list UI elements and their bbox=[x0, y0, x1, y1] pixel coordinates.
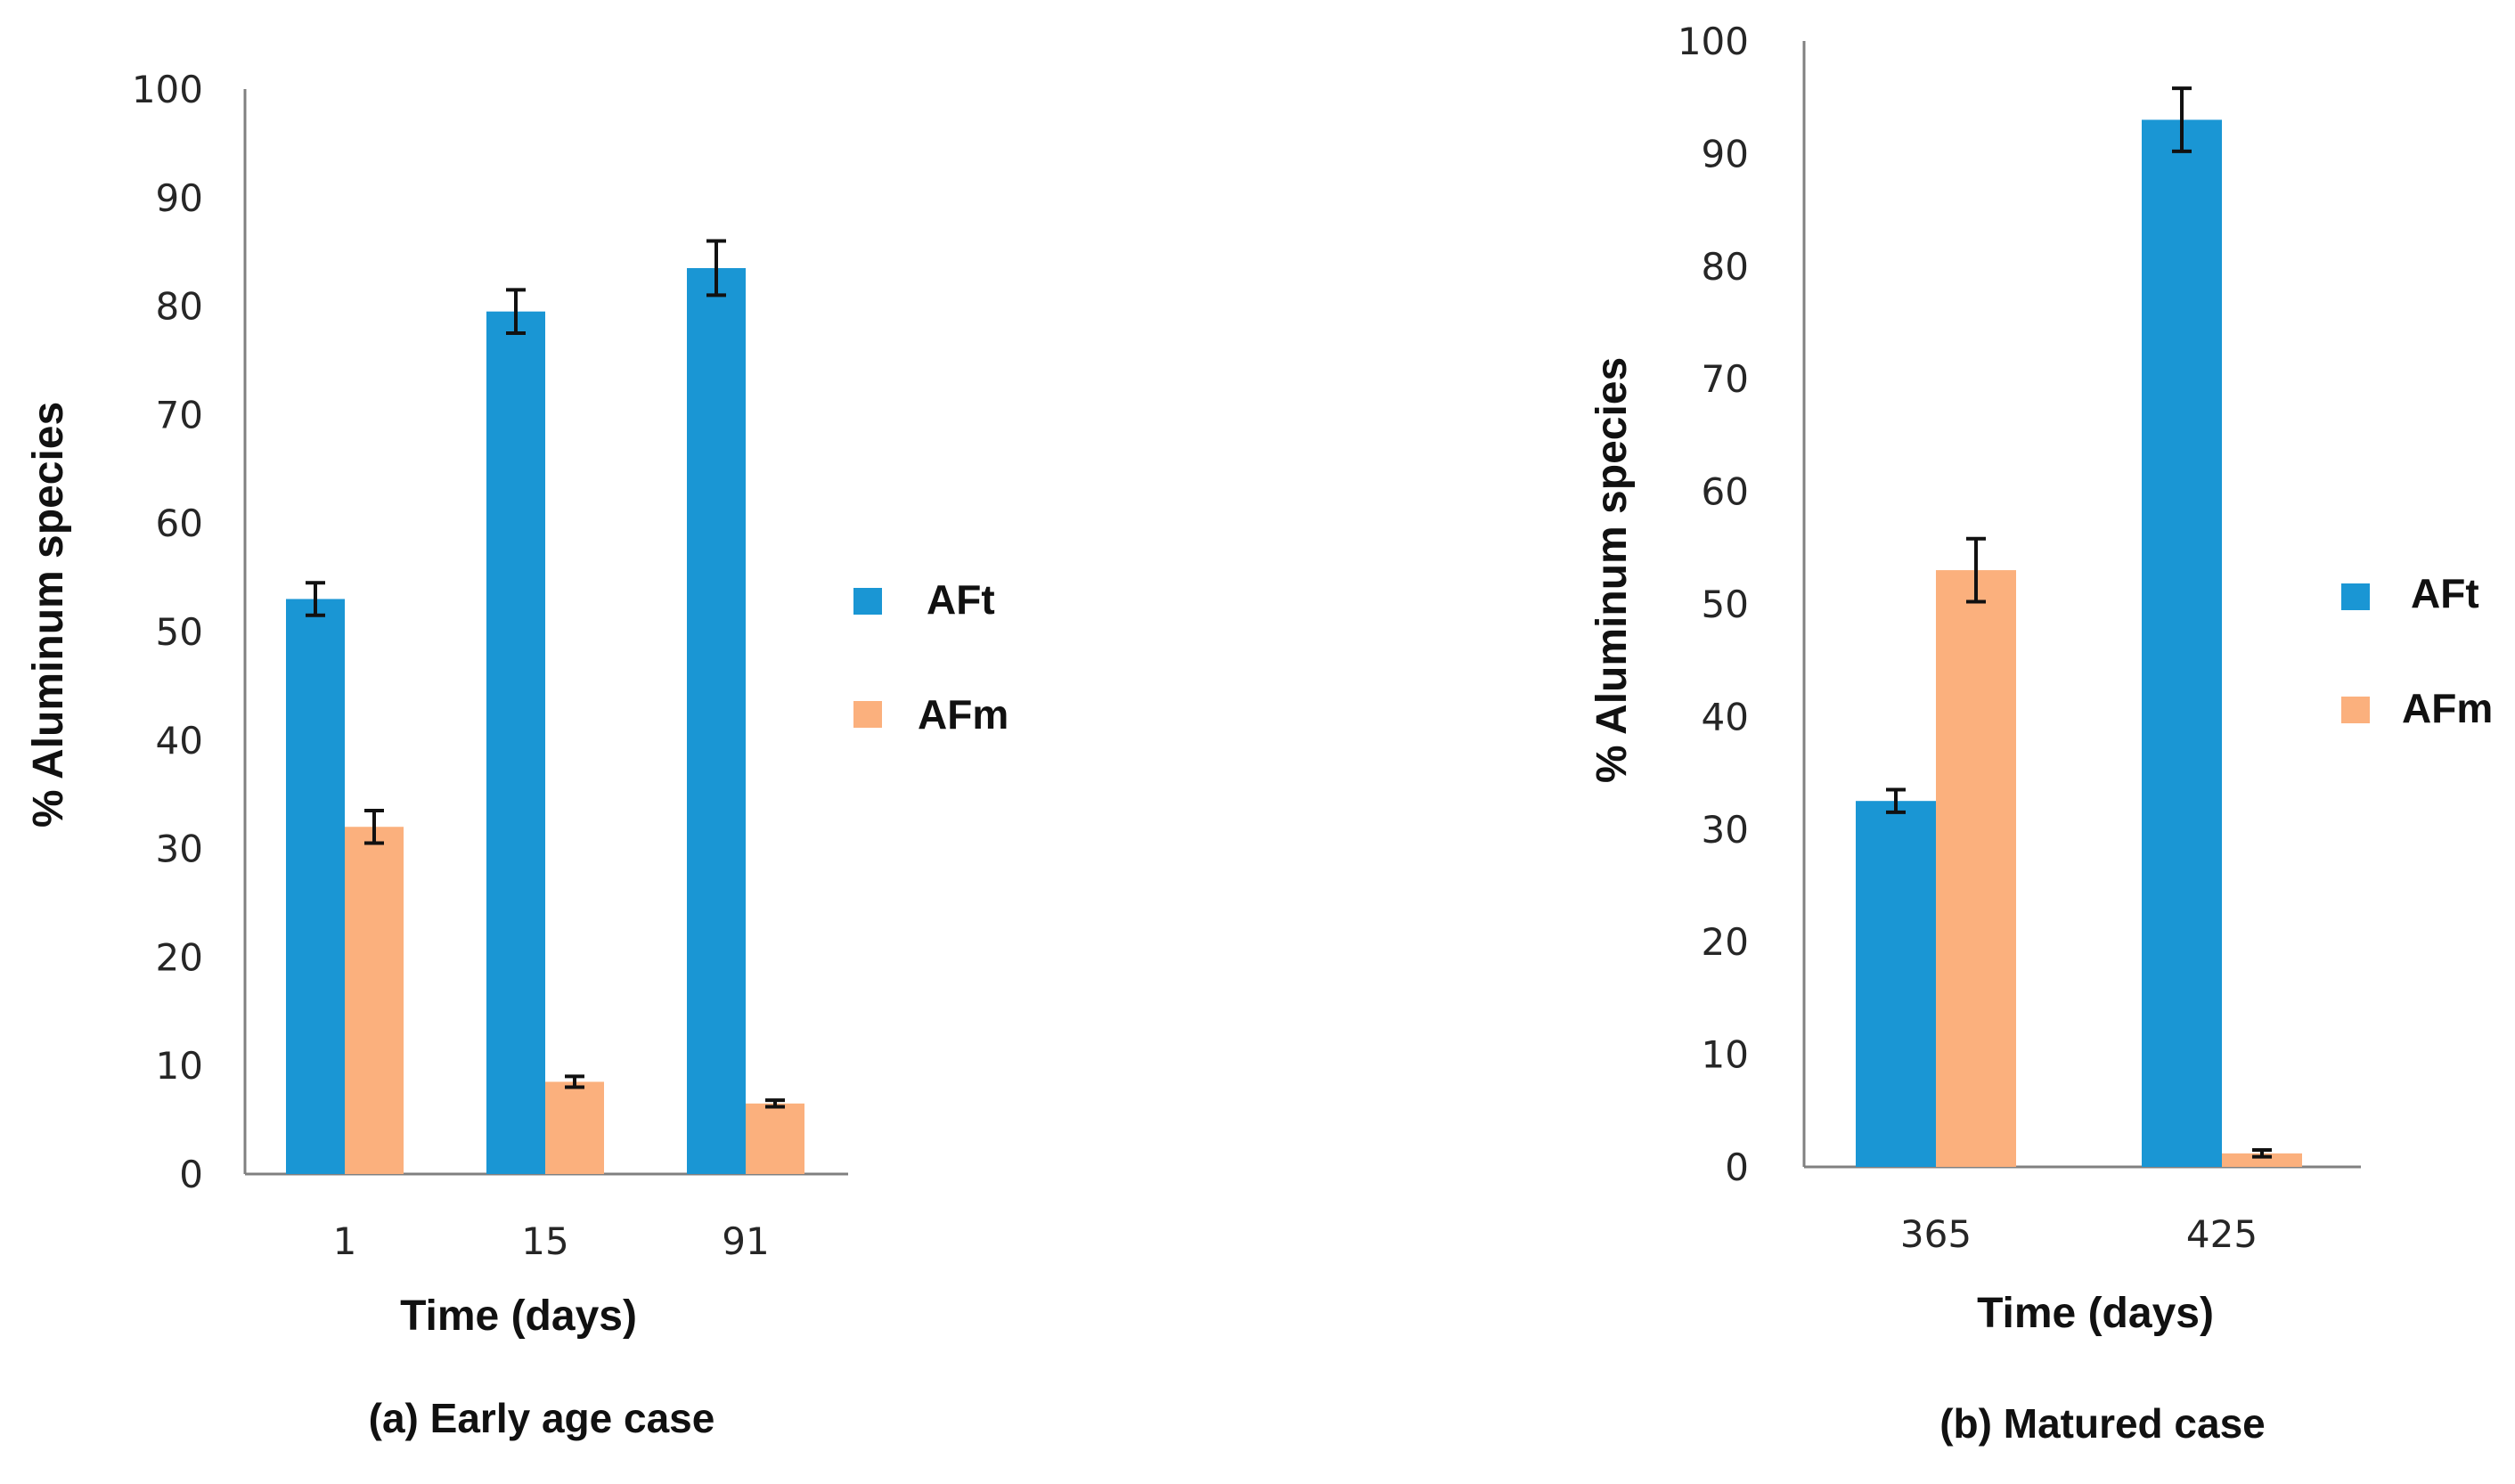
y-tick-label: 20 bbox=[156, 935, 203, 979]
y-axis-label: % Aluminum species bbox=[25, 402, 72, 828]
y-tick-label: 10 bbox=[1702, 1033, 1749, 1077]
x-tick-label: 425 bbox=[2186, 1212, 2258, 1256]
error-bar-aft-1 bbox=[306, 581, 325, 617]
legend: AFt AFm bbox=[853, 576, 1008, 738]
bar-aft-1 bbox=[286, 599, 345, 1174]
y-tick-label: 10 bbox=[156, 1044, 203, 1088]
error-bar-aft-15 bbox=[506, 288, 526, 336]
chart-panel-matured: 0 10 20 30 40 50 60 70 80 90 100 365 425 % Aluminum… bbox=[1588, 20, 2493, 1447]
bar-afm-365 bbox=[1936, 570, 2016, 1167]
y-tick-label: 60 bbox=[1702, 470, 1749, 514]
error-bar-aft-365 bbox=[1886, 787, 1906, 814]
y-tick-label: 70 bbox=[1702, 357, 1749, 401]
x-tick-label: 1 bbox=[333, 1219, 357, 1263]
bar-aft-425 bbox=[2142, 119, 2222, 1168]
error-bar-afm-91 bbox=[765, 1098, 785, 1109]
y-tick-label: 100 bbox=[1678, 20, 1749, 63]
y-tick-label: 50 bbox=[1702, 583, 1749, 626]
error-bar-aft-91 bbox=[706, 239, 726, 298]
error-bar-afm-365 bbox=[1966, 536, 1986, 604]
legend-swatch-afm bbox=[853, 701, 882, 728]
legend-swatch-aft bbox=[853, 588, 882, 615]
x-axis-label: Time (days) bbox=[1977, 1290, 2214, 1337]
y-axis-label: % Aluminum species bbox=[1588, 357, 1636, 783]
bar-afm-91 bbox=[746, 1103, 804, 1174]
y-tick-label: 50 bbox=[156, 610, 203, 654]
error-bar-aft-425 bbox=[2172, 86, 2192, 153]
legend-swatch-afm bbox=[2341, 697, 2370, 723]
x-tick-label: 91 bbox=[722, 1219, 769, 1263]
bar-afm-15 bbox=[545, 1081, 604, 1174]
error-bar-afm-425 bbox=[2252, 1148, 2272, 1159]
bar-afm-425 bbox=[2222, 1153, 2302, 1167]
y-tick-label: 40 bbox=[1702, 695, 1749, 738]
legend-label-afm: AFm bbox=[918, 691, 1008, 738]
chart-caption: (a) Early age case bbox=[369, 1395, 715, 1441]
x-axis-label: Time (days) bbox=[400, 1292, 637, 1340]
y-tick-label: 90 bbox=[1702, 132, 1749, 175]
y-tick-label: 0 bbox=[179, 1153, 203, 1196]
bar-afm-1 bbox=[345, 827, 404, 1174]
y-tick-label: 80 bbox=[1702, 245, 1749, 289]
y-tick-label: 30 bbox=[1702, 808, 1749, 852]
bar-aft-365 bbox=[1856, 801, 1936, 1167]
y-tick-label: 20 bbox=[1702, 920, 1749, 964]
y-tick-label: 30 bbox=[156, 828, 203, 871]
legend-label-aft: AFt bbox=[2411, 570, 2479, 616]
legend-label-afm: AFm bbox=[2402, 685, 2493, 731]
legend-label-aft: AFt bbox=[927, 576, 995, 623]
y-tick-label: 100 bbox=[132, 68, 203, 111]
y-tick-label: 70 bbox=[156, 393, 203, 436]
y-tick-label: 90 bbox=[156, 176, 203, 220]
y-tick-label: 60 bbox=[156, 501, 203, 545]
bar-aft-15 bbox=[486, 311, 545, 1174]
bar-aft-91 bbox=[687, 267, 746, 1175]
error-bar-afm-15 bbox=[565, 1074, 584, 1089]
x-tick-label: 365 bbox=[1900, 1212, 1972, 1256]
x-tick-label: 15 bbox=[521, 1219, 568, 1263]
y-tick-label: 40 bbox=[156, 719, 203, 762]
chart-caption: (b) Matured case bbox=[1939, 1400, 2266, 1447]
chart-panel-early-age: 0 10 20 30 40 50 60 70 80 90 100 1 15 91 % Aluminum … bbox=[25, 68, 1008, 1441]
y-tick-label: 0 bbox=[1725, 1146, 1749, 1189]
legend-swatch-aft bbox=[2341, 583, 2370, 610]
error-bar-afm-1 bbox=[364, 808, 384, 845]
y-tick-label: 80 bbox=[156, 285, 203, 329]
legend: AFt AFm bbox=[2341, 570, 2493, 731]
